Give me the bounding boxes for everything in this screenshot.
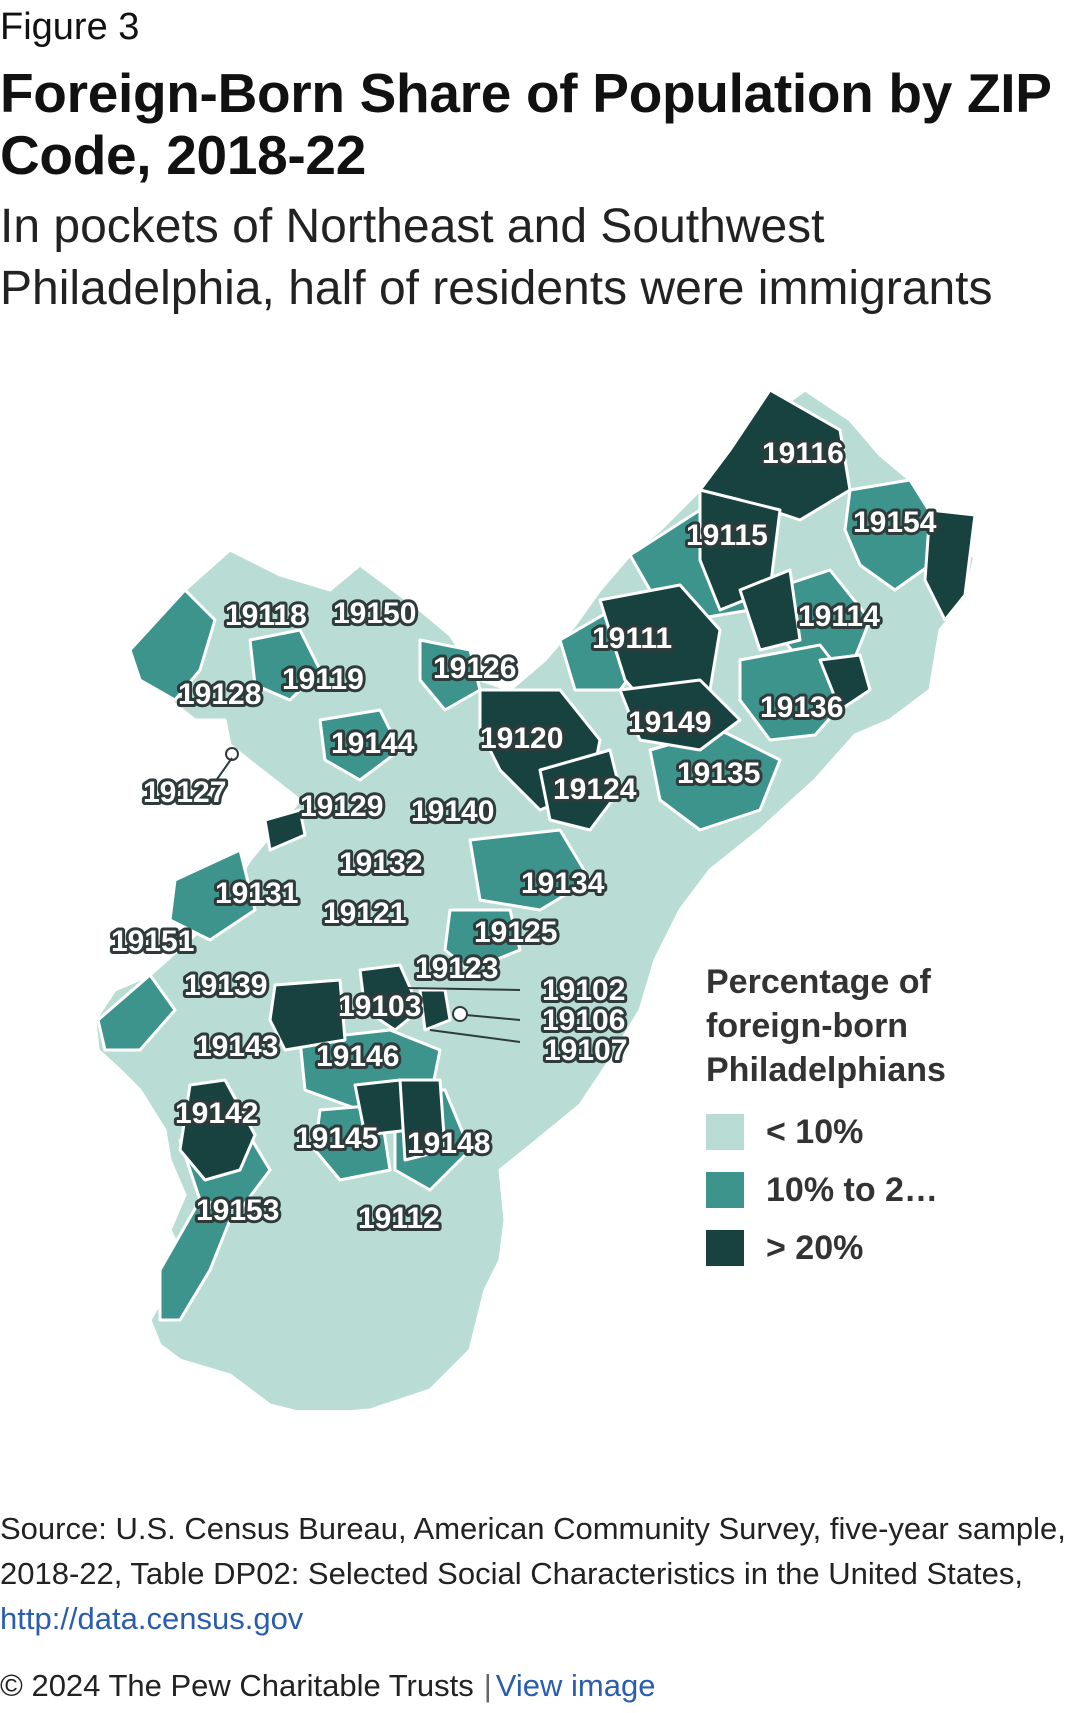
zone-19107-high (418, 988, 452, 1032)
census-link[interactable]: http://data.census.gov (0, 1601, 304, 1636)
source-text: Source: U.S. Census Bureau, American Com… (0, 1511, 1066, 1591)
zip-label-19112: 19112 (358, 1202, 440, 1235)
footer-separator: | (483, 1668, 492, 1703)
zip-label-19143: 19143 (195, 1030, 278, 1063)
zip-label-19146: 19146 (316, 1040, 399, 1073)
zip-label-19129: 19129 (300, 790, 383, 823)
zone-19134-mid (468, 828, 592, 912)
zone-19148-high (398, 1078, 447, 1162)
zip-label-19120: 19120 (480, 722, 563, 755)
zone-19151-mid (96, 973, 177, 1052)
zone-19149-high (618, 678, 742, 752)
zip-label-19121: 19121 (323, 897, 406, 930)
zip-label-19150: 19150 (333, 597, 416, 630)
zip-label-19131: 19131 (215, 877, 298, 910)
zip-label-19126: 19126 (433, 652, 516, 685)
legend-item-mid: 10% to 2… (706, 1170, 1026, 1209)
page-title: Foreign-Born Share of Population by ZIP … (0, 62, 1051, 186)
zip-label-19103: 19103 (338, 990, 421, 1023)
zone-19128-mid (128, 588, 217, 702)
zone-19129-high (263, 808, 307, 852)
legend-label-mid: 10% to 2… (766, 1170, 938, 1209)
zip-label-19119: 19119 (282, 663, 364, 696)
zip-label-19118: 19118 (225, 599, 307, 632)
zip-label-19132: 19132 (339, 847, 422, 880)
legend-item-low: < 10% (706, 1112, 1026, 1151)
zip-label-19151: 19151 (111, 925, 194, 958)
legend-swatch-mid (706, 1172, 744, 1208)
view-image-link[interactable]: View image (495, 1668, 656, 1703)
philadelphia-zip-map: 19116 19154 19115 19114 19111 19118 1915… (93, 390, 977, 1410)
zip-label-19106: 19106 (542, 1004, 625, 1037)
zip-label-19102: 19102 (542, 974, 625, 1007)
footer: © 2024 The Pew Charitable Trusts | View im… (0, 1664, 655, 1708)
zip-label-19125: 19125 (474, 916, 557, 949)
page-subtitle: In pockets of Northeast and Southwest Ph… (0, 200, 993, 315)
zip-label-19127: 19127 (143, 776, 226, 809)
zip-label-19128: 19128 (178, 678, 261, 711)
zone-19103-high (358, 963, 422, 1032)
zone-19131-mid (168, 848, 257, 942)
zip-label-19124: 19124 (553, 773, 637, 806)
legend-label-low: < 10% (766, 1112, 864, 1151)
zone-19144-mid (318, 708, 402, 782)
copyright-text: © 2024 The Pew Charitable Trusts (0, 1668, 474, 1703)
zone-19124-high (538, 748, 622, 832)
zone-19154-high (923, 508, 977, 622)
zip-label-19154: 19154 (853, 506, 937, 539)
zip-label-19114: 19114 (798, 600, 880, 633)
leader-lines (214, 747, 521, 1043)
zone-19139-high (268, 978, 347, 1052)
zone-19142-high (178, 1078, 257, 1182)
legend-item-high: > 20% (706, 1228, 1026, 1267)
zip-label-19140: 19140 (411, 795, 494, 828)
zone-19136-high (818, 653, 872, 712)
zip-label-19144: 19144 (331, 727, 415, 760)
zip-label-19107: 19107 (544, 1034, 627, 1067)
zone-19126-mid (418, 638, 482, 712)
zip-label-19153: 19153 (196, 1194, 279, 1227)
figure-label: Figure 3 (0, 6, 140, 48)
zip-label-19115: 19115 (686, 519, 768, 552)
zip-label-19139: 19139 (184, 969, 267, 1002)
legend-swatch-high (706, 1230, 744, 1266)
zip-label-19111: 19111 (592, 622, 672, 655)
zip-label-19123: 19123 (415, 952, 498, 985)
zone-19154-mid (843, 478, 937, 592)
legend-title: Percentage of foreign-born Philadelphian… (706, 963, 946, 1089)
zone-19125-mid (443, 908, 522, 972)
zip-label-19142: 19142 (175, 1097, 258, 1130)
zip-label-19136: 19136 (760, 691, 843, 724)
source-note: Source: U.S. Census Bureau, American Com… (0, 1506, 1070, 1641)
legend-swatch-low (706, 1114, 744, 1150)
legend-label-high: > 20% (766, 1228, 864, 1267)
map-legend: Percentage of foreign-born Philadelphian… (706, 960, 1026, 1267)
zip-label-19116: 19116 (762, 437, 844, 470)
zip-label-19135: 19135 (677, 757, 760, 790)
zone-19119-mid (248, 628, 322, 702)
zip-label-19148: 19148 (407, 1127, 490, 1160)
zip-label-19134: 19134 (521, 867, 605, 900)
zip-label-19145: 19145 (295, 1122, 378, 1155)
zone-19114-high (738, 568, 802, 652)
zip-label-19149: 19149 (628, 706, 711, 739)
